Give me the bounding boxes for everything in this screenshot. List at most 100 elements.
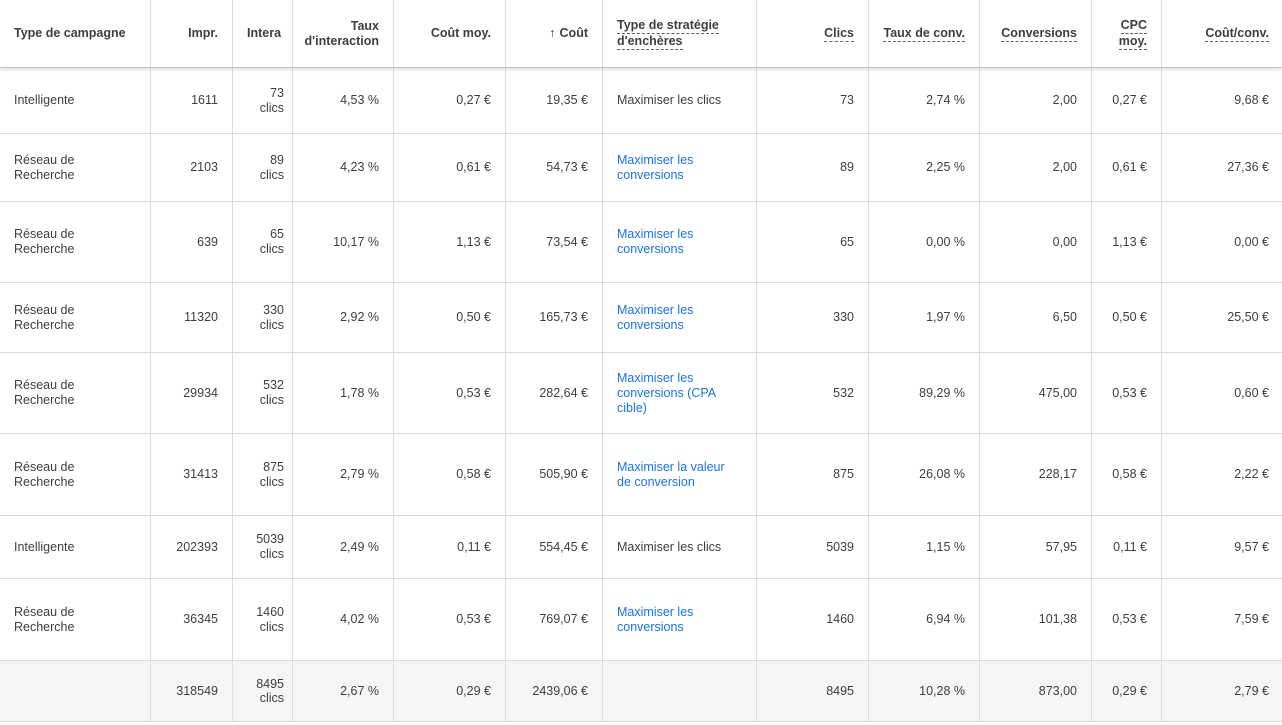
- cell-conversions: 0,00: [980, 202, 1092, 282]
- cell-clics: 875: [757, 434, 869, 515]
- col-header-taux-interaction[interactable]: Taux d'interaction: [293, 0, 394, 67]
- table-row[interactable]: Intelligente 1611 73 clics 4,53 % 0,27 €19,35…: [0, 68, 1282, 134]
- cell-taux-conv: 1,97 %: [869, 283, 980, 352]
- cell-cpc: 0,53 €: [1092, 353, 1162, 433]
- table-total-row: 318549 8495 clics 2,67 % 0,29 € 2439,06 …: [0, 661, 1282, 722]
- cell-cout-conv: 9,68 €: [1234, 93, 1269, 107]
- cell-cout-conv: 27,36 €: [1227, 160, 1269, 174]
- strategy-link[interactable]: Maximiser les conversions (CPA cible): [617, 370, 716, 415]
- col-header-cpc-moy[interactable]: CPC moy.: [1092, 0, 1162, 67]
- cell-cout: 554,45 €: [506, 516, 603, 578]
- cell-cout: 282,64 €: [506, 353, 603, 433]
- inter-unit: clics: [259, 474, 284, 489]
- cell-conversions: 228,17: [980, 434, 1092, 515]
- cell-clics: 532: [757, 353, 869, 433]
- cell-type: Réseau de Recherche: [0, 579, 151, 660]
- sort-up-arrow-icon[interactable]: ↑: [549, 26, 556, 40]
- table-row[interactable]: Intelligente 202393 5039 clics 2,49 % 0,11 €5…: [0, 516, 1282, 579]
- strategy-link[interactable]: Maximiser les conversions: [617, 302, 694, 332]
- cell-cout-conv: 25,50 €: [1227, 310, 1269, 324]
- total-cout-conv: 2,79 €: [1234, 684, 1269, 698]
- inter-unit: clics: [259, 317, 284, 332]
- cell-taux: 2,49 %: [293, 516, 394, 578]
- cell-strategie[interactable]: Maximiser les conversions: [603, 283, 757, 352]
- col-header-inter[interactable]: Intera: [233, 0, 293, 67]
- cell-cout: 769,07 €: [506, 579, 603, 660]
- cell-impr: 2103: [151, 134, 233, 201]
- cell-conversions: 2,00: [980, 134, 1092, 201]
- cell-cout-moy: 0,53 €: [394, 353, 506, 433]
- cell-inter: 5039 clics: [233, 516, 293, 578]
- cell-cpc: 0,58 €: [1092, 434, 1162, 515]
- cell-conversions: 2,00: [980, 68, 1092, 133]
- inter-value: 73: [270, 85, 284, 100]
- total-conv: 873,00: [980, 661, 1092, 721]
- cell-type: Intelligente: [0, 516, 151, 578]
- cell-taux: 2,79 %: [293, 434, 394, 515]
- table-row[interactable]: Réseau de Recherche 2103 89 clics 4,23 % 0,61…: [0, 134, 1282, 202]
- inter-value: 532: [263, 378, 284, 392]
- cell-strategie[interactable]: Maximiser les conversions: [603, 202, 757, 282]
- cell-taux-conv: 6,94 %: [869, 579, 980, 660]
- cell-inter: 1460 clics: [233, 579, 293, 660]
- cell-strategie[interactable]: Maximiser la valeur de conversion: [603, 434, 757, 515]
- col-header-impr[interactable]: Impr.: [151, 0, 233, 67]
- cell-type: Réseau de Recherche: [0, 434, 151, 515]
- table-header: Type de campagne Impr. Intera Taux d'int…: [0, 0, 1282, 68]
- inter-value: 5039: [256, 532, 284, 546]
- cell-strategie[interactable]: Maximiser les conversions: [603, 134, 757, 201]
- col-header-type[interactable]: Type de campagne: [0, 0, 151, 67]
- cell-conversions: 475,00: [980, 353, 1092, 433]
- cell-clics: 73: [757, 68, 869, 133]
- cell-cout-conv: 9,57 €: [1234, 539, 1269, 554]
- inter-unit: clics: [259, 242, 284, 256]
- cell-taux: 1,78 %: [293, 353, 394, 433]
- cell-taux-conv: 1,15 %: [869, 516, 980, 578]
- cell-cout-conv: 2,22 €: [1234, 467, 1269, 481]
- cell-impr: 11320: [151, 283, 233, 352]
- col-header-strategie[interactable]: Type de stratégie d'enchères: [603, 0, 757, 67]
- table-row[interactable]: Réseau de Recherche 639 65 clics 10,17 % 1,13…: [0, 202, 1282, 283]
- col-header-cout[interactable]: ↑ Coût: [506, 0, 603, 67]
- cell-cout-moy: 0,61 €: [394, 134, 506, 201]
- cell-taux: 4,23 %: [293, 134, 394, 201]
- strategy-link[interactable]: Maximiser la valeur de conversion: [617, 459, 725, 489]
- cell-cpc: 0,50 €: [1092, 283, 1162, 352]
- cell-impr: 639: [151, 202, 233, 282]
- cell-cout-moy: 0,50 €: [394, 283, 506, 352]
- table-row[interactable]: Réseau de Recherche 36345 1460 clics 4,02 % 0…: [0, 579, 1282, 661]
- col-header-cout-moy[interactable]: Coût moy.: [394, 0, 506, 67]
- cell-type: Réseau de Recherche: [0, 134, 151, 201]
- strategy-link[interactable]: Maximiser les conversions: [617, 152, 694, 182]
- col-header-conversions[interactable]: Conversions: [980, 0, 1092, 67]
- inter-value: 89: [270, 152, 284, 167]
- cell-cout: 165,73 €: [506, 283, 603, 352]
- cell-type: Réseau de Recherche: [0, 202, 151, 282]
- cell-conversions: 57,95: [980, 516, 1092, 578]
- cell-impr: 202393: [151, 516, 233, 578]
- strategy-text: Maximiser les clics: [617, 93, 722, 107]
- table-row[interactable]: Réseau de Recherche 31413 875 clics 2,79 % 0,…: [0, 434, 1282, 516]
- cell-impr: 36345: [151, 579, 233, 660]
- col-header-clics[interactable]: Clics: [757, 0, 869, 67]
- cell-cpc: 0,11 €: [1092, 516, 1162, 578]
- inter-value: 875: [263, 459, 284, 474]
- cell-strategie[interactable]: Maximiser les conversions: [603, 579, 757, 660]
- cell-taux: 10,17 %: [293, 202, 394, 282]
- total-taux: 2,67 %: [293, 661, 394, 721]
- strategy-link[interactable]: Maximiser les conversions: [617, 604, 694, 634]
- cell-strategie[interactable]: Maximiser les conversions (CPA cible): [603, 353, 757, 433]
- table-row[interactable]: Réseau de Recherche 11320 330 clics 2,92 % 0,…: [0, 283, 1282, 353]
- cell-impr: 1611: [151, 68, 233, 133]
- col-header-taux-conv[interactable]: Taux de conv.: [869, 0, 980, 67]
- cell-clics: 65: [757, 202, 869, 282]
- col-header-cout-conv[interactable]: Coût/conv.: [1205, 25, 1269, 42]
- inter-value: 1460: [256, 604, 284, 619]
- cell-inter: 532 clics: [233, 353, 293, 433]
- cell-cpc: 0,27 €: [1092, 68, 1162, 133]
- cell-cout-moy: 0,11 €: [394, 516, 506, 578]
- table-row[interactable]: Réseau de Recherche 29934 532 clics 1,78 % 0,…: [0, 353, 1282, 434]
- strategy-link[interactable]: Maximiser les conversions: [617, 227, 694, 256]
- inter-unit: clics: [259, 619, 284, 634]
- cell-impr: 31413: [151, 434, 233, 515]
